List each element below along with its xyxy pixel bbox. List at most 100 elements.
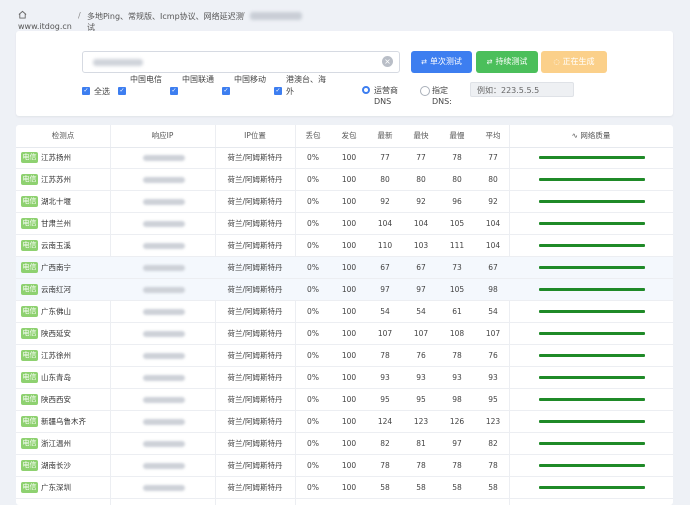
latency-average: 78	[488, 461, 498, 470]
latency-average: 80	[488, 175, 498, 184]
latency-average: 104	[485, 241, 501, 250]
latency-slowest: 61	[452, 307, 462, 316]
column-divider	[509, 125, 510, 505]
latency-fastest: 67	[416, 263, 426, 272]
latency-slowest: 58	[452, 483, 462, 492]
latency-slowest: 96	[452, 197, 462, 206]
node-name: 江苏徐州	[41, 351, 71, 360]
results-table: 检测点 响应IP IP位置 丢包 发包 最新 最快 最慢 平均 ∿ 网络质量 电…	[16, 125, 673, 505]
continuous-test-button[interactable]: ⇄ 持续测试	[476, 51, 538, 73]
table-row[interactable]: 电信 江苏扬州 荷兰/阿姆斯特丹 0% 100 77 77 78 77	[16, 147, 673, 169]
site-url-link[interactable]: www.itdog.cn	[18, 22, 72, 31]
continuous-test-label: 持续测试	[495, 57, 528, 66]
isp-badge: 电信	[21, 460, 38, 471]
packet-loss: 0%	[307, 483, 319, 492]
home-icon[interactable]	[18, 10, 27, 19]
table-row[interactable]: 电信 广东深圳 荷兰/阿姆斯特丹 0% 100 58 58 58 58	[16, 477, 673, 499]
ip-location: 荷兰/阿姆斯特丹	[227, 197, 283, 206]
target-host-input[interactable]: ×	[82, 51, 400, 73]
network-quality-bar	[539, 266, 645, 269]
col-header-network-quality[interactable]: ∿ 网络质量	[509, 125, 673, 147]
latency-slowest: 73	[452, 263, 462, 272]
col-header-response-ip[interactable]: 响应IP	[151, 131, 174, 140]
col-header-average[interactable]: 平均	[485, 131, 501, 140]
table-row[interactable]: 电信 新疆乌鲁木齐 荷兰/阿姆斯特丹 0% 100 124 123 126 123	[16, 411, 673, 433]
table-row[interactable]: 电信 广东佛山 荷兰/阿姆斯特丹 0% 100 54 54 61 54	[16, 301, 673, 323]
breadcrumb-separator: /	[78, 11, 81, 20]
response-ip-redacted	[143, 177, 185, 183]
table-row[interactable]: 电信 江苏苏州 荷兰/阿姆斯特丹 0% 100 80 80 80 80	[16, 169, 673, 191]
network-quality-bar	[539, 178, 645, 181]
col-header-ip-location[interactable]: IP位置	[244, 131, 266, 140]
latency-latest: 92	[380, 197, 390, 206]
clear-icon[interactable]: ×	[382, 56, 393, 67]
node-name: 广东佛山	[41, 307, 71, 316]
latency-slowest: 111	[449, 241, 465, 250]
col-header-slowest[interactable]: 最慢	[449, 131, 465, 140]
col-header-latest[interactable]: 最新	[377, 131, 393, 140]
table-header: 检测点 响应IP IP位置 丢包 发包 最新 最快 最慢 平均 ∿ 网络质量	[16, 125, 673, 148]
network-quality-bar	[539, 420, 645, 423]
col-header-sent[interactable]: 发包	[341, 131, 357, 140]
checkbox-china-unicom[interactable]: ✓	[170, 87, 178, 95]
packets-sent: 100	[341, 175, 357, 184]
table-row[interactable]: 电信 广西南宁 荷兰/阿姆斯特丹 0% 100 67 67 73 67	[16, 257, 673, 279]
single-test-button[interactable]: ⇄ 单次测试	[411, 51, 472, 73]
table-row[interactable]: 电信 湖南长沙 荷兰/阿姆斯特丹 0% 100 78 78 78 78	[16, 455, 673, 477]
checkbox-china-mobile[interactable]: ✓	[222, 87, 230, 95]
node-name: 新疆乌鲁木齐	[41, 417, 86, 426]
table-row[interactable]: 电信 山东青岛 荷兰/阿姆斯特丹 0% 100 93 93 93 93	[16, 367, 673, 389]
latency-slowest: 126	[449, 417, 465, 426]
latency-latest: 124	[377, 417, 393, 426]
loop-icon: ⇄	[486, 58, 493, 66]
node-name: 江苏苏州	[41, 175, 71, 184]
network-quality-bar	[539, 354, 645, 357]
checkbox-china-telecom[interactable]: ✓	[118, 87, 126, 95]
table-row[interactable]: 电信 云南玉溪 荷兰/阿姆斯特丹 0% 100 110 103 111 104	[16, 235, 673, 257]
latency-average: 76	[488, 351, 498, 360]
response-ip-redacted	[143, 243, 185, 249]
ip-location: 荷兰/阿姆斯特丹	[227, 395, 283, 404]
ip-location: 荷兰/阿姆斯特丹	[227, 351, 283, 360]
table-row[interactable]: 电信 湖北十堰 荷兰/阿姆斯特丹 0% 100 92 92 96 92	[16, 191, 673, 213]
radio-custom-dns[interactable]	[420, 86, 430, 96]
network-quality-bar	[539, 244, 645, 247]
table-row[interactable]: 电信 陕西西安 荷兰/阿姆斯特丹 0% 100 95 95 98 95	[16, 389, 673, 411]
col-header-loss[interactable]: 丢包	[305, 131, 321, 140]
checkbox-hk-overseas-label: 港澳台、海外	[286, 75, 326, 96]
table-row[interactable]: 电信 陕西延安 荷兰/阿姆斯特丹 0% 100 107 107 108 107	[16, 323, 673, 345]
latency-fastest: 80	[416, 175, 426, 184]
packet-loss: 0%	[307, 439, 319, 448]
latency-average: 54	[488, 307, 498, 316]
table-row[interactable]: 电信 云南红河 荷兰/阿姆斯特丹 0% 100 97 97 105 98	[16, 279, 673, 301]
table-row[interactable]: 电信 浙江温州 荷兰/阿姆斯特丹 0% 100 82 81 97 82	[16, 433, 673, 455]
network-quality-bar	[539, 222, 645, 225]
breadcrumb-separator: /	[242, 11, 245, 20]
col-header-fastest[interactable]: 最快	[413, 131, 429, 140]
packets-sent: 100	[341, 417, 357, 426]
checkbox-select-all[interactable]: ✓	[82, 87, 90, 95]
latency-fastest: 92	[416, 197, 426, 206]
col-header-node[interactable]: 检测点	[51, 131, 75, 140]
ip-location: 荷兰/阿姆斯特丹	[227, 483, 283, 492]
custom-dns-input[interactable]: 例如：223.5.5.5	[470, 82, 574, 97]
isp-badge: 电信	[21, 284, 38, 295]
node-name: 湖南长沙	[41, 461, 71, 470]
table-row[interactable]: 电信 甘肃兰州 荷兰/阿姆斯特丹 0% 100 104 104 105 104	[16, 213, 673, 235]
isp-badge: 电信	[21, 350, 38, 361]
table-row[interactable]: 电信 江苏徐州 荷兰/阿姆斯特丹 0% 100 78 76 78 76	[16, 345, 673, 367]
generating-button[interactable]: ◌ 正在生成	[541, 51, 607, 73]
checkbox-hk-overseas[interactable]: ✓	[274, 87, 282, 95]
network-quality-bar	[539, 398, 645, 401]
packets-sent: 100	[341, 197, 357, 206]
generating-label: 正在生成	[562, 57, 595, 66]
response-ip-redacted	[143, 287, 185, 293]
radio-operator-dns[interactable]	[362, 86, 370, 94]
latency-fastest: 103	[413, 241, 429, 250]
column-divider	[295, 125, 296, 505]
latency-slowest: 97	[452, 439, 462, 448]
network-quality-bar	[539, 200, 645, 203]
response-ip-redacted	[143, 331, 185, 337]
latency-slowest: 80	[452, 175, 462, 184]
packet-loss: 0%	[307, 329, 319, 338]
